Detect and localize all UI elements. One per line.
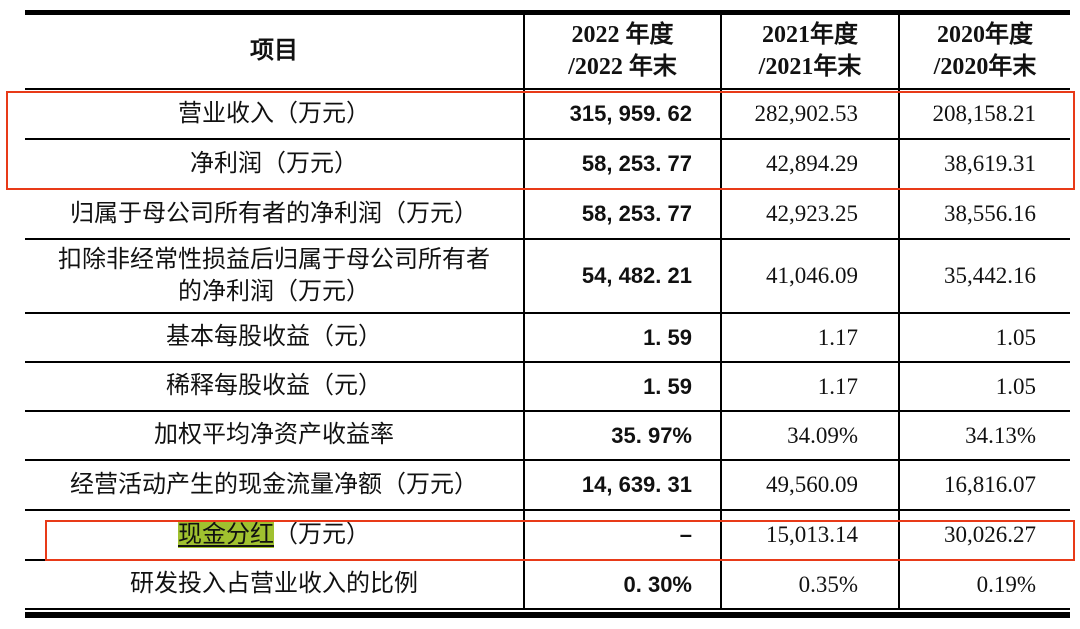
- row-label: 基本每股收益（元）: [25, 314, 523, 363]
- row-label: 经营活动产生的现金流量净额（万元）: [25, 461, 523, 511]
- header-2022: 2022 年度 /2022 年末: [523, 15, 720, 90]
- value-2022: 315, 959. 62: [523, 90, 720, 140]
- value-2020: 35,442.16: [898, 240, 1070, 314]
- value-2021: 15,013.14: [720, 511, 898, 561]
- row-label: 扣除非经常性损益后归属于母公司所有者 的净利润（万元）: [25, 240, 523, 314]
- value-2020: 34.13%: [898, 412, 1070, 461]
- value-2022: 54, 482. 21: [523, 240, 720, 314]
- value-2022: 58, 253. 77: [523, 140, 720, 190]
- header-2020: 2020年度 /2020年末: [898, 15, 1070, 90]
- row-label: 加权平均净资产收益率: [25, 412, 523, 461]
- value-2022: 58, 253. 77: [523, 190, 720, 240]
- table-row-basic-eps: 基本每股收益（元） 1. 59 1.17 1.05: [25, 314, 1070, 363]
- value-2022: 1. 59: [523, 363, 720, 412]
- value-2022: 35. 97%: [523, 412, 720, 461]
- value-2020: 38,556.16: [898, 190, 1070, 240]
- value-2022: –: [523, 511, 720, 561]
- table-row-weighted-avg-roe: 加权平均净资产收益率 35. 97% 34.09% 34.13%: [25, 412, 1070, 461]
- financial-summary-table-wrap: 项目 2022 年度 /2022 年末 2021年度 /2021年末 2020年…: [25, 10, 1070, 618]
- table-row-operating-revenue: 营业收入（万元） 315, 959. 62 282,902.53 208,158…: [25, 90, 1070, 140]
- value-2021: 41,046.09: [720, 240, 898, 314]
- table-row-net-profit-parent: 归属于母公司所有者的净利润（万元） 58, 253. 77 42,923.25 …: [25, 190, 1070, 240]
- value-2020: 208,158.21: [898, 90, 1070, 140]
- row-label: 稀释每股收益（元）: [25, 363, 523, 412]
- value-2021: 49,560.09: [720, 461, 898, 511]
- value-2020: 1.05: [898, 363, 1070, 412]
- row-label: 研发投入占营业收入的比例: [25, 561, 523, 610]
- table-row-net-profit: 净利润（万元） 58, 253. 77 42,894.29 38,619.31: [25, 140, 1070, 190]
- row-label: 现金分红（万元）: [25, 511, 523, 561]
- value-2020: 38,619.31: [898, 140, 1070, 190]
- financial-summary-table: 项目 2022 年度 /2022 年末 2021年度 /2021年末 2020年…: [25, 15, 1070, 610]
- value-2020: 16,816.07: [898, 461, 1070, 511]
- cash-dividend-highlight: 现金分红: [178, 521, 274, 548]
- value-2020: 30,026.27: [898, 511, 1070, 561]
- value-2021: 1.17: [720, 363, 898, 412]
- table-row-net-profit-excl-nonrecurring: 扣除非经常性损益后归属于母公司所有者 的净利润（万元） 54, 482. 21 …: [25, 240, 1070, 314]
- cash-dividend-label-rest: （万元）: [274, 521, 370, 548]
- value-2021: 1.17: [720, 314, 898, 363]
- value-2022: 1. 59: [523, 314, 720, 363]
- table-row-rd-expense-ratio: 研发投入占营业收入的比例 0. 30% 0.35% 0.19%: [25, 561, 1070, 610]
- value-2020: 0.19%: [898, 561, 1070, 610]
- value-2021: 42,923.25: [720, 190, 898, 240]
- value-2021: 42,894.29: [720, 140, 898, 190]
- value-2020: 1.05: [898, 314, 1070, 363]
- value-2021: 0.35%: [720, 561, 898, 610]
- header-2021: 2021年度 /2021年末: [720, 15, 898, 90]
- table-row-diluted-eps: 稀释每股收益（元） 1. 59 1.17 1.05: [25, 363, 1070, 412]
- row-label: 归属于母公司所有者的净利润（万元）: [25, 190, 523, 240]
- value-2022: 0. 30%: [523, 561, 720, 610]
- value-2021: 282,902.53: [720, 90, 898, 140]
- row-label: 净利润（万元）: [25, 140, 523, 190]
- value-2021: 34.09%: [720, 412, 898, 461]
- header-row: 项目 2022 年度 /2022 年末 2021年度 /2021年末 2020年…: [25, 15, 1070, 90]
- table-row-cash-dividend: 现金分红（万元） – 15,013.14 30,026.27: [25, 511, 1070, 561]
- table-row-operating-cash-flow: 经营活动产生的现金流量净额（万元） 14, 639. 31 49,560.09 …: [25, 461, 1070, 511]
- header-item: 项目: [25, 15, 523, 90]
- value-2022: 14, 639. 31: [523, 461, 720, 511]
- row-label: 营业收入（万元）: [25, 90, 523, 140]
